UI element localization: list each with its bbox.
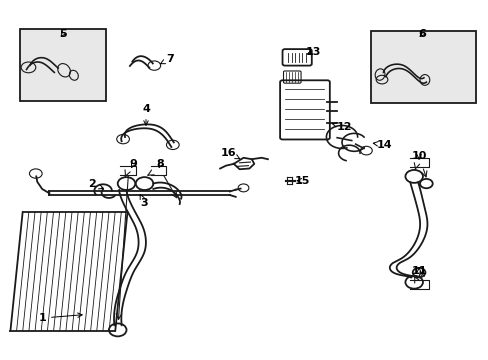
- Bar: [20, 30, 105, 101]
- Text: 3: 3: [140, 195, 148, 208]
- Text: 1: 1: [38, 313, 82, 323]
- Text: 6: 6: [418, 29, 426, 39]
- Text: 11: 11: [410, 266, 426, 276]
- Text: 8: 8: [157, 159, 164, 169]
- Text: 16: 16: [221, 148, 239, 159]
- Text: 7: 7: [160, 54, 174, 64]
- Text: 10: 10: [410, 150, 426, 161]
- Text: 14: 14: [372, 140, 392, 150]
- Bar: [370, 31, 475, 103]
- Text: 5: 5: [59, 29, 67, 39]
- Text: 12: 12: [332, 122, 351, 132]
- Text: 9: 9: [129, 159, 137, 169]
- Text: 2: 2: [88, 179, 103, 189]
- Text: 15: 15: [294, 176, 309, 186]
- Text: 13: 13: [305, 46, 321, 57]
- Text: 4: 4: [142, 104, 150, 125]
